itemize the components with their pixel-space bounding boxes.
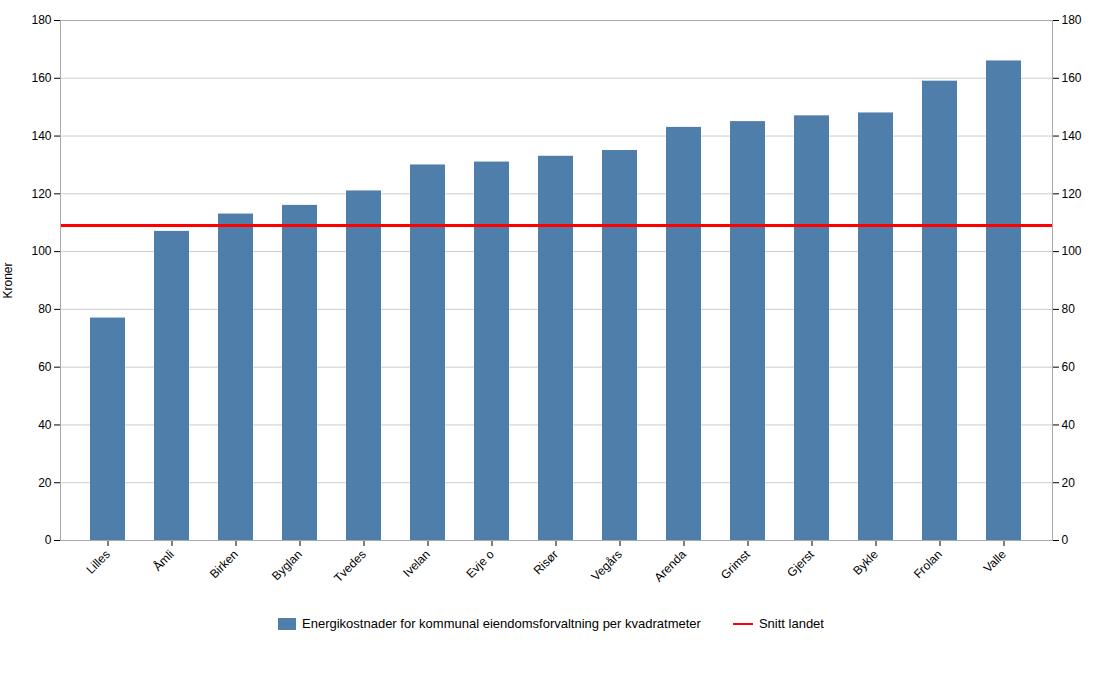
svg-text:Byglan: Byglan: [269, 547, 305, 583]
svg-text:Vegårs: Vegårs: [589, 547, 625, 583]
svg-text:Risør: Risør: [531, 547, 561, 577]
svg-text:140: 140: [31, 129, 51, 143]
html-text:Energikostnader for kommunal e: Energikostnader for kommunal eiendomsfor…: [302, 616, 701, 631]
svg-text:20: 20: [1062, 476, 1076, 490]
svg-text:Ivelan: Ivelan: [400, 547, 433, 580]
svg-text:160: 160: [31, 71, 51, 85]
svg-text:180: 180: [1062, 13, 1082, 27]
svg-text:80: 80: [1062, 302, 1076, 316]
svg-text:Frolan: Frolan: [911, 547, 945, 581]
svg-text:40: 40: [1062, 418, 1076, 432]
svg-text:140: 140: [1062, 129, 1082, 143]
svg-text:120: 120: [31, 187, 51, 201]
svg-text:20: 20: [38, 476, 52, 490]
svg-text:Gjerst: Gjerst: [784, 547, 817, 580]
svg-text:Åmli: Åmli: [150, 547, 177, 574]
svg-text:80: 80: [38, 302, 52, 316]
svg-text:160: 160: [1062, 71, 1082, 85]
svg-text:120: 120: [1062, 187, 1082, 201]
svg-text:Valle: Valle: [981, 547, 1009, 575]
svg-text:0: 0: [1062, 533, 1069, 547]
svg-text:180: 180: [31, 13, 51, 27]
svg-text:Lilles: Lilles: [84, 547, 113, 576]
svg-text:60: 60: [38, 360, 52, 374]
svg-text:Evje o: Evje o: [463, 547, 497, 581]
svg-text:0: 0: [45, 533, 52, 547]
svg-text:60: 60: [1062, 360, 1076, 374]
svg-text:40: 40: [38, 418, 52, 432]
svg-text:Kroner: Kroner: [1, 262, 15, 298]
svg-text:Tvedes: Tvedes: [331, 547, 369, 585]
svg-text:Grimst: Grimst: [718, 547, 753, 582]
svg-text:Bykle: Bykle: [850, 547, 881, 578]
svg-text:Arenda: Arenda: [652, 547, 689, 584]
svg-text:100: 100: [31, 244, 51, 258]
html-text:Snitt landet: Snitt landet: [758, 616, 824, 631]
svg-text:100: 100: [1062, 244, 1082, 258]
svg-text:Birken: Birken: [207, 547, 241, 581]
